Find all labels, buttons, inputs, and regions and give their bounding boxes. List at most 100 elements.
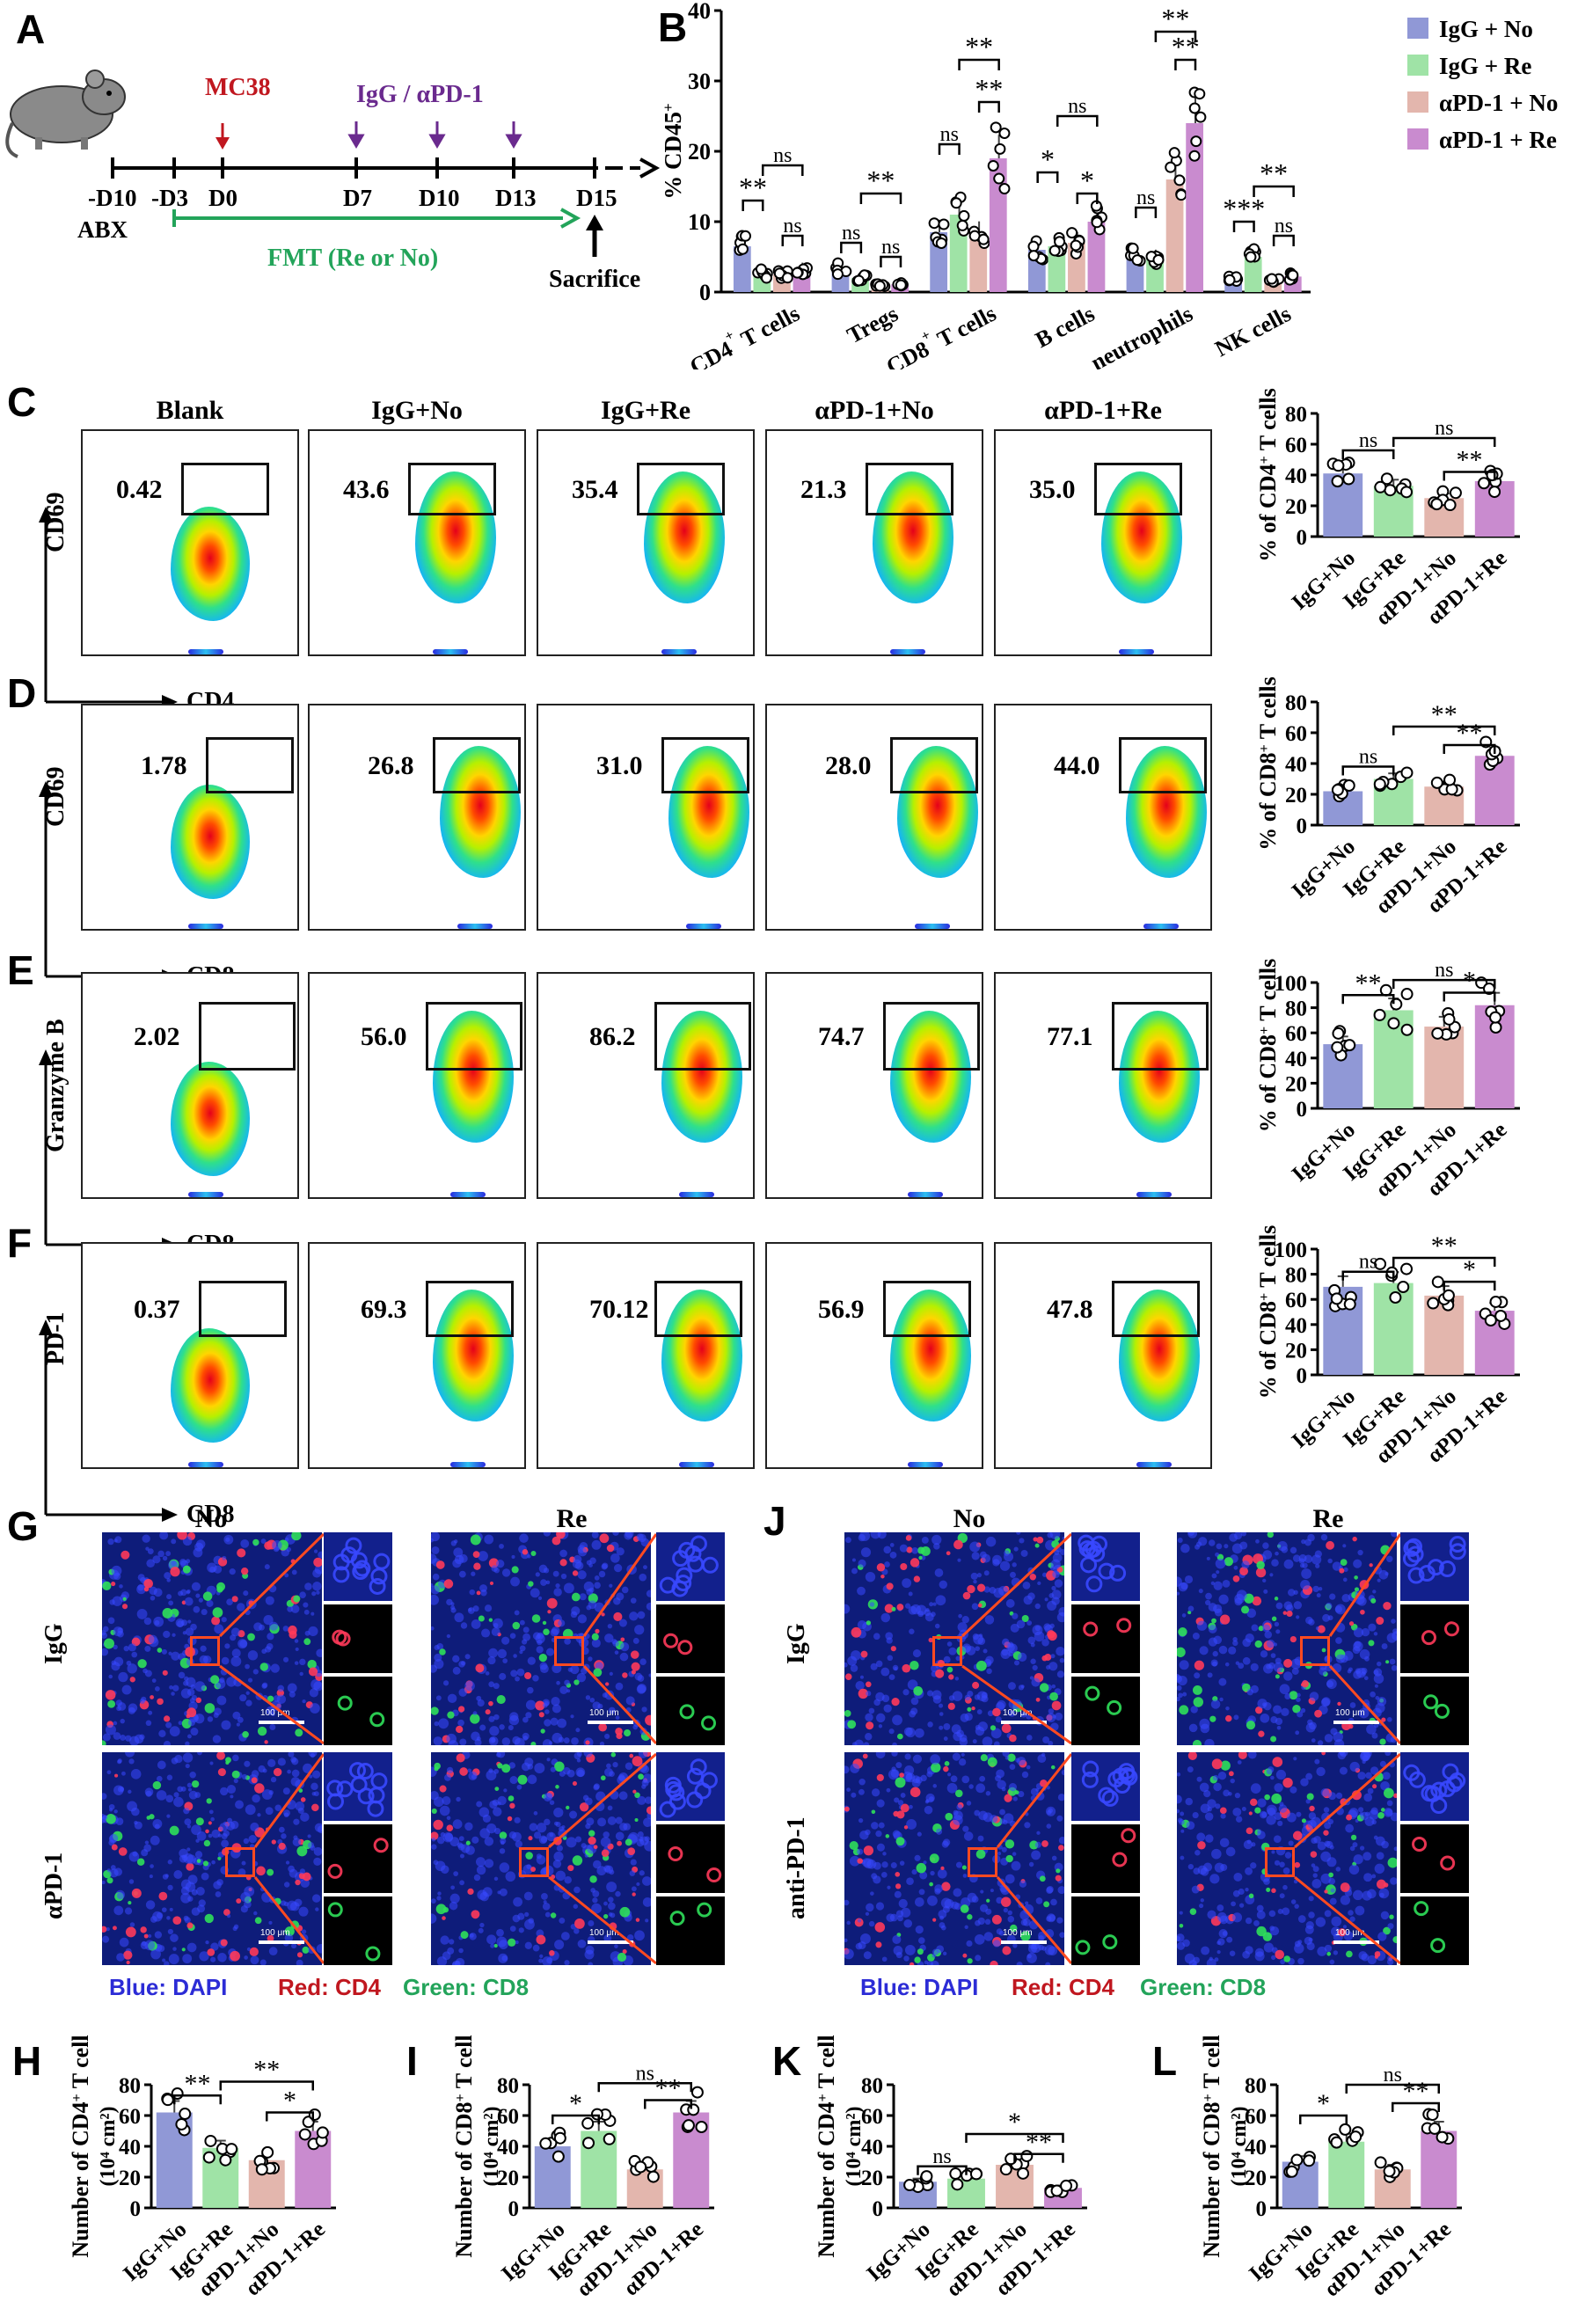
cell-nucleus	[172, 1685, 179, 1692]
zoom-cell	[352, 1563, 369, 1581]
cell-nucleus	[939, 1703, 944, 1708]
cell-nucleus	[295, 1801, 305, 1811]
data-point	[1349, 2130, 1362, 2144]
cell-nucleus	[542, 1739, 552, 1745]
cell-nucleus	[602, 1692, 608, 1699]
cell-nucleus	[311, 1770, 321, 1779]
cell-nucleus	[1338, 1928, 1347, 1937]
cell-nucleus	[516, 1784, 522, 1790]
cell-nucleus	[858, 1559, 866, 1568]
cell-nucleus	[913, 1685, 923, 1696]
cell-nucleus	[1041, 1655, 1048, 1662]
cell-nucleus	[1017, 1756, 1026, 1766]
cell-nucleus	[912, 1754, 923, 1764]
cell-nucleus	[515, 1940, 519, 1945]
cell-nucleus	[443, 1579, 454, 1589]
cell-nucleus	[977, 1637, 986, 1645]
significance-label: *	[1463, 1255, 1476, 1284]
cell-nucleus	[1020, 1918, 1028, 1926]
cell-nucleus	[543, 1532, 552, 1537]
cell-nucleus	[1196, 1832, 1206, 1842]
cell-nucleus	[915, 1926, 924, 1934]
cell-nucleus	[1034, 1603, 1041, 1610]
cell-nucleus	[891, 1698, 900, 1706]
cell-nucleus	[885, 1632, 894, 1641]
panel-label-f: F	[7, 1220, 33, 1266]
zoom-cell	[1443, 1621, 1459, 1637]
cell-nucleus	[630, 1597, 637, 1604]
cell-nucleus	[530, 1741, 537, 1745]
mc38-label: MC38	[205, 74, 271, 101]
cell-nucleus	[1279, 1861, 1285, 1867]
cell-nucleus	[1234, 1593, 1245, 1604]
cell-nucleus	[530, 1867, 537, 1873]
cell-nucleus	[909, 1710, 917, 1718]
cell-nucleus	[993, 1741, 1000, 1745]
cell-nucleus	[300, 1797, 306, 1802]
cell-nucleus	[285, 1860, 290, 1865]
zoom-cell	[668, 1845, 683, 1861]
cell-nucleus	[929, 1853, 939, 1864]
cell-nucleus	[859, 1933, 871, 1944]
cell-nucleus	[1333, 1950, 1339, 1955]
cell-nucleus	[613, 1564, 623, 1573]
cell-nucleus	[439, 1805, 450, 1816]
cell-nucleus	[1384, 1809, 1393, 1816]
data-point	[690, 2086, 704, 2099]
cell-nucleus	[937, 1868, 947, 1879]
cell-nucleus	[1007, 1910, 1012, 1916]
cell-nucleus	[1179, 1660, 1189, 1670]
cell-nucleus	[1284, 1852, 1292, 1859]
cell-nucleus	[454, 1612, 464, 1623]
cell-nucleus	[1024, 1822, 1031, 1829]
chart-c: 020406080IgG+NoIgG+ReαPD-1+NoαPD-1+Rensn…	[1255, 388, 1520, 630]
zoom-inset	[1071, 1824, 1140, 1893]
cell-nucleus	[268, 1790, 274, 1795]
cell-nucleus	[191, 1780, 200, 1788]
cell-nucleus	[452, 1559, 462, 1568]
cell-nucleus	[1254, 1951, 1265, 1962]
cell-nucleus	[888, 1769, 899, 1780]
cell-nucleus	[1180, 1543, 1190, 1553]
cell-nucleus	[1058, 1607, 1064, 1617]
cell-nucleus	[1323, 1830, 1329, 1836]
zoom-cell	[373, 1838, 389, 1853]
cell-nucleus	[303, 1638, 311, 1646]
gate-box	[433, 737, 521, 793]
gate-box	[1119, 737, 1207, 793]
cell-nucleus	[1178, 1819, 1185, 1825]
axis-events	[188, 924, 223, 929]
significance-label: ns	[1359, 746, 1377, 769]
fmt-label: FMT (Re or No)	[267, 245, 439, 272]
data-point	[1430, 776, 1443, 789]
cell-nucleus	[1349, 1761, 1360, 1772]
cell-nucleus	[157, 1550, 164, 1558]
cell-nucleus	[131, 1651, 138, 1658]
gate-box	[199, 1281, 287, 1337]
cell-nucleus	[216, 1695, 227, 1706]
roi-box	[1265, 1847, 1295, 1877]
cell-nucleus	[895, 1872, 901, 1877]
cell-nucleus	[1056, 1647, 1064, 1656]
cell-nucleus	[259, 1663, 269, 1671]
cell-nucleus	[113, 1626, 123, 1637]
cell-nucleus	[1320, 1873, 1332, 1884]
cell-nucleus	[1001, 1723, 1012, 1734]
cell-density-blob	[1126, 746, 1207, 878]
roi-box	[519, 1847, 549, 1877]
cell-nucleus	[1273, 1662, 1283, 1673]
zoom-cell	[327, 1902, 343, 1918]
flow-plot: 56.0	[308, 972, 526, 1199]
zoom-cells	[1112, 1828, 1136, 1867]
cell-nucleus	[469, 1933, 477, 1940]
cell-nucleus	[442, 1680, 449, 1686]
cell-nucleus	[164, 1961, 170, 1965]
y-tick-label: 20	[1245, 2167, 1267, 2190]
cell-nucleus	[145, 1720, 152, 1727]
cell-nucleus	[604, 1733, 610, 1740]
bar	[1048, 246, 1066, 292]
cell-nucleus	[117, 1786, 125, 1793]
cell-nucleus	[615, 1890, 621, 1897]
zoom-inset	[1400, 1752, 1469, 1821]
cell-nucleus	[177, 1786, 184, 1793]
